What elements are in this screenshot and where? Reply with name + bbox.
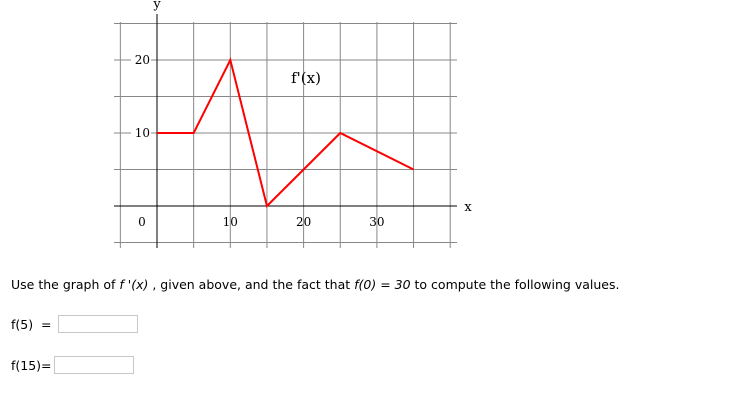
x-tick-label: 30 bbox=[369, 215, 384, 229]
x-axis-label: x bbox=[464, 200, 472, 215]
question-prefix: Use the graph of bbox=[11, 277, 120, 292]
derivative-graph: x y 0 10 20 30 10 20 f'(x) bbox=[114, 0, 472, 248]
answer-label-f5: f(5) = bbox=[11, 316, 52, 332]
y-tick-label-bg bbox=[131, 54, 151, 66]
answer-row-f5: f(5) = bbox=[11, 315, 138, 333]
x-tick-label: 20 bbox=[296, 215, 311, 229]
y-tick-label: 10 bbox=[135, 126, 150, 140]
series-line bbox=[157, 57, 414, 208]
answer-label-f15: f(15)= bbox=[11, 357, 52, 373]
x-tick-label: 0 bbox=[138, 215, 146, 229]
question-fprime: f '(x) bbox=[119, 277, 149, 292]
x-tick-label: 10 bbox=[223, 215, 238, 229]
function-label: f'(x) bbox=[291, 69, 321, 87]
y-tick-label-bg bbox=[131, 127, 151, 139]
f15-input[interactable] bbox=[53, 356, 134, 374]
question-suffix: to compute the following values. bbox=[410, 277, 620, 292]
question-text: Use the graph of f '(x) , given above, a… bbox=[11, 277, 619, 292]
answer-row-f15: f(15)= bbox=[11, 356, 134, 374]
question-middle: , given above, and the fact that bbox=[148, 277, 355, 292]
f5-input[interactable] bbox=[57, 315, 138, 333]
y-axis-label: y bbox=[152, 0, 161, 12]
question-condition: f(0) = 30 bbox=[354, 277, 411, 292]
y-tick-label: 20 bbox=[135, 53, 150, 67]
